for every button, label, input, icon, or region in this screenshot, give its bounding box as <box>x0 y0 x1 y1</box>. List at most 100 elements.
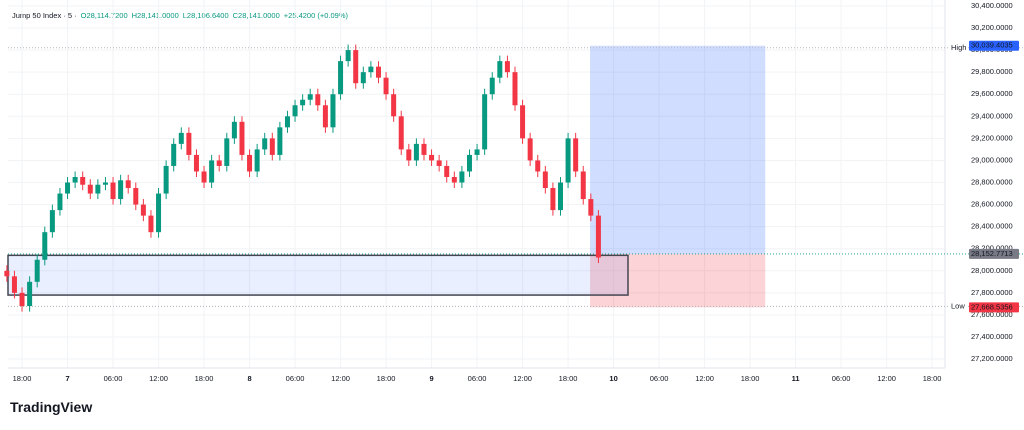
candle-body <box>595 215 601 258</box>
price-marker <box>969 302 1019 313</box>
stop-area <box>590 253 766 308</box>
ohlc-value: C28,141.0000 <box>233 11 280 20</box>
chart: Jump 50 Index · 5 · O28,114.7200 H28,141.0… <box>4 0 1024 383</box>
x-tick-label: 12:00 <box>149 374 168 383</box>
candle-body <box>148 215 154 233</box>
y-tick-label: 27,600.0000 <box>971 310 1013 319</box>
candle-body <box>277 127 283 155</box>
candle-body <box>80 176 86 185</box>
candle-body <box>254 149 260 172</box>
price-marker <box>969 40 1019 51</box>
candle-body <box>406 149 412 161</box>
candle-body <box>391 94 397 117</box>
candle-body <box>307 94 313 100</box>
candle-body <box>375 66 381 78</box>
candle-body <box>459 171 465 183</box>
y-tick-label: 30,400.0000 <box>971 1 1013 10</box>
candle-body <box>451 176 457 183</box>
x-tick-label: 12:00 <box>877 374 896 383</box>
x-tick-label: 18:00 <box>741 374 760 383</box>
candle-body <box>224 138 230 166</box>
x-tick-label: 06:00 <box>650 374 669 383</box>
target-area <box>590 45 766 254</box>
candle-body <box>95 184 101 194</box>
candle-body <box>262 138 268 150</box>
candle-body <box>573 138 579 172</box>
candle-body <box>140 204 146 216</box>
candle-body <box>178 132 184 144</box>
y-tick-label: 29,400.0000 <box>971 111 1013 120</box>
price-marker <box>969 248 1019 259</box>
y-tick-label: 29,000.0000 <box>971 155 1013 164</box>
candle-body <box>65 182 71 194</box>
price-marker-label: 30,039.4035 <box>971 41 1013 50</box>
candle-body <box>11 276 17 293</box>
x-tick-label: 06:00 <box>286 374 305 383</box>
x-tick-label: 18:00 <box>195 374 214 383</box>
candle-body <box>315 94 321 106</box>
candle-body <box>19 292 25 307</box>
candle-body <box>436 160 442 166</box>
y-tick-label: 27,800.0000 <box>971 288 1013 297</box>
candle-body <box>345 50 351 62</box>
x-tick-label: 06:00 <box>468 374 487 383</box>
x-tick-label: 12:00 <box>695 374 714 383</box>
candle-body <box>4 270 10 277</box>
y-tick-label: 28,800.0000 <box>971 177 1013 186</box>
x-tick-label: 06:00 <box>832 374 851 383</box>
x-tick-label: 10 <box>609 374 617 383</box>
y-tick-label: 30,200.0000 <box>971 23 1013 32</box>
candle-body <box>383 77 389 95</box>
header: Jump 50 Index · 5 · O28,114.7200 H28,141.0… <box>12 11 348 20</box>
candle-body <box>504 61 510 73</box>
ohlc-value: O28,114.7200 <box>81 11 128 20</box>
candle-body <box>588 199 594 216</box>
y-tick-label: 29,600.0000 <box>971 89 1013 98</box>
candle-body <box>102 182 108 185</box>
price-marker-label: 27,668.5356 <box>971 302 1013 311</box>
x-tick-label: 18:00 <box>377 374 396 383</box>
candle-body <box>49 210 55 233</box>
candle-body <box>550 188 556 211</box>
candle-body <box>57 193 63 211</box>
logo: TradingView <box>10 399 93 415</box>
candle-body <box>474 149 480 155</box>
candle-body <box>27 281 33 307</box>
candle-body <box>125 180 131 189</box>
candle-body <box>239 121 245 155</box>
zone-box <box>7 254 629 296</box>
symbol-title: Jump 50 Index · 5 · <box>12 11 77 20</box>
candle-body <box>338 61 344 95</box>
y-tick-label: 27,200.0000 <box>971 354 1013 363</box>
y-tick-label: 28,600.0000 <box>971 200 1013 209</box>
candle-body <box>565 138 571 183</box>
candle-body <box>580 171 586 200</box>
level-tag <box>948 42 968 53</box>
candle-body <box>497 61 503 78</box>
ohlc-value: +25.4200 (+0.09%) <box>284 11 349 20</box>
y-tick-label: 28,200.0000 <box>971 244 1013 253</box>
candle-body <box>72 176 78 183</box>
ohlc-value: H28,141.0000 <box>132 11 179 20</box>
y-tick-label: 29,800.0000 <box>971 67 1013 76</box>
x-tick-label: 7 <box>65 374 69 383</box>
candle-body <box>209 160 215 183</box>
y-tick-label: 29,200.0000 <box>971 133 1013 142</box>
y-tick-label: 27,400.0000 <box>971 332 1013 341</box>
level-name: Low <box>951 301 965 310</box>
candle-body <box>520 105 526 139</box>
x-tick-label: 18:00 <box>13 374 32 383</box>
candle-body <box>535 160 541 172</box>
candle-body <box>87 184 93 194</box>
candle-body <box>360 72 366 84</box>
candle-body <box>300 99 306 106</box>
price-marker-label: 28,152.7713 <box>971 249 1013 258</box>
candle-body <box>133 188 139 205</box>
candle-body <box>156 193 162 233</box>
candle-body <box>466 154 472 172</box>
candle-body <box>527 138 533 161</box>
candle-body <box>216 160 222 166</box>
x-tick-label: 06:00 <box>104 374 123 383</box>
candle-body <box>398 116 404 150</box>
